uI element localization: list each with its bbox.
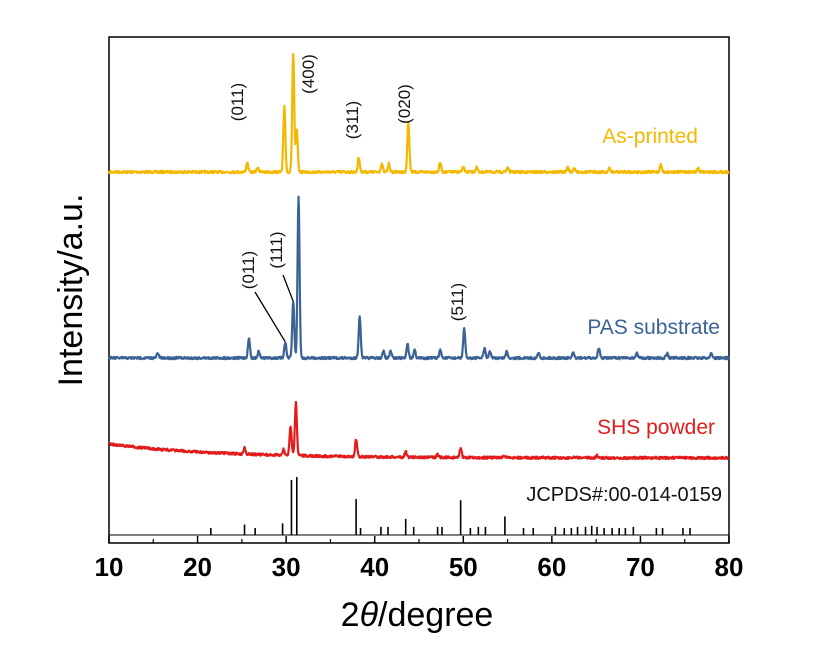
peak-annotations: (011) (400) (311) (020) (011) (111) (511) [228,54,467,321]
series-line [108,400,730,461]
peak-annotation-label: (020) [395,84,414,124]
peak-annotation-label: (400) [299,54,318,94]
peak-annotation-label: (011) [228,83,247,121]
reference-label: JCPDS#:00-014-0159 [526,484,722,506]
series-layer [107,52,731,461]
series-line [108,195,731,361]
peak-annotation-label: (511) [448,283,467,321]
series-as-printed [107,52,730,175]
peak-annotation-label: (011) [239,251,258,289]
series-shs-powder [108,400,730,461]
y-axis-title: Intensity/a.u. [52,194,90,387]
series-line [107,52,730,175]
annotation-leader-line [282,274,294,302]
x-axis-title-symbol: θ [360,596,379,634]
x-tick-label: 80 [715,552,744,582]
plot-frame [108,36,730,544]
series-label-as-printed: As-printed [602,125,698,148]
annotation-leaders [254,274,294,343]
x-axis-title-suffix: /degree [378,596,493,634]
annotation-leader-line [254,291,286,343]
x-axis-ticks: 10 20 30 40 50 60 70 80 [95,536,744,582]
series-label-pas-substrate: PAS substrate [587,316,720,339]
x-tick-label: 40 [360,552,389,582]
series-label-shs-powder: SHS powder [597,416,715,439]
x-tick-label: 50 [449,552,478,582]
x-tick-label: 10 [95,552,124,582]
x-tick-label: 60 [537,552,566,582]
reference-sticks [109,477,729,536]
peak-annotation-label: (311) [343,101,362,139]
x-tick-label: 30 [272,552,301,582]
series-pas-substrate [108,195,731,361]
x-tick-label: 70 [626,552,655,582]
x-axis-title-prefix: 2 [341,596,360,634]
x-axis-title: 2θ/degree [341,596,494,634]
x-tick-label: 20 [183,552,212,582]
peak-annotation-label: (111) [267,231,286,268]
